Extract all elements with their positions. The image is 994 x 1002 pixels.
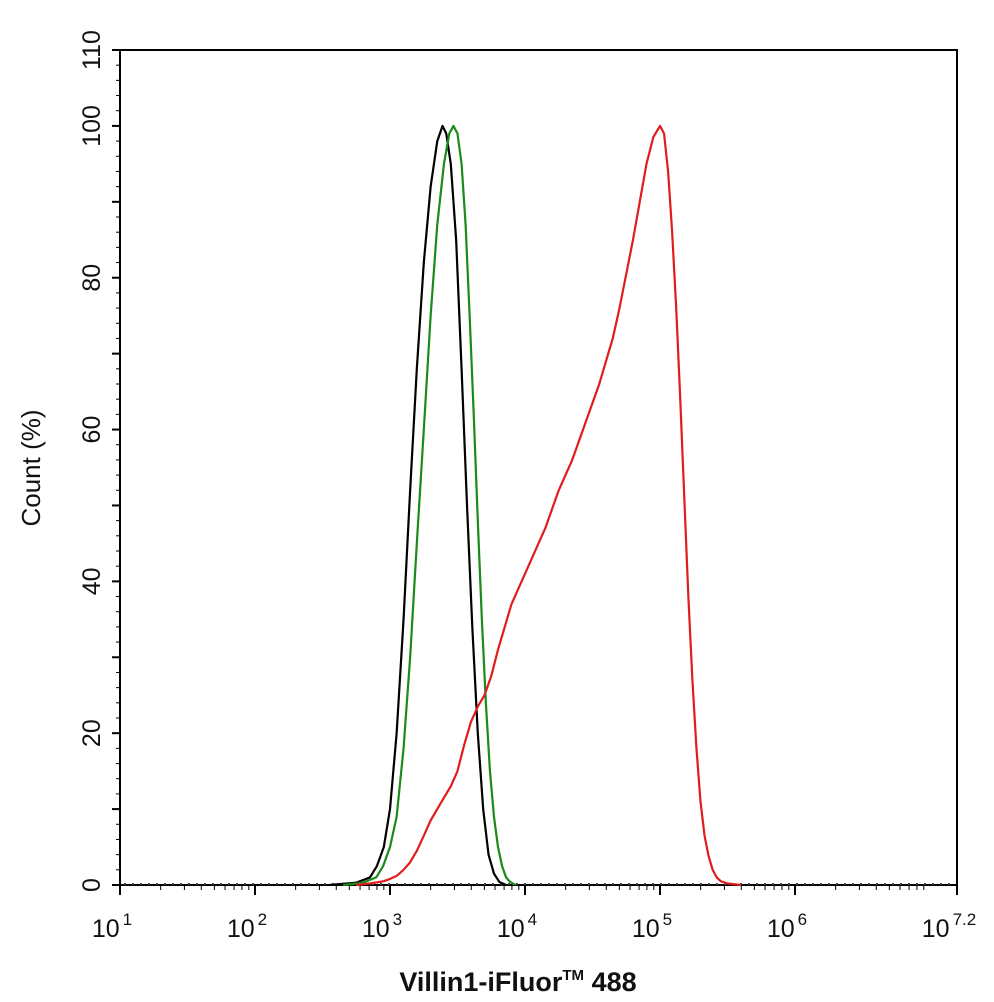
y-tick-label: 40 (78, 567, 106, 595)
x-tick-labels: 10 1 10 2 10 3 10 4 10 5 10 6 10 7.2 (92, 910, 976, 943)
x-major-ticks (119, 885, 958, 895)
x-tick-base: 10 (92, 915, 120, 943)
x-tick-base: 10 (497, 915, 525, 943)
x-axis-label-main: Villin1-iFluor (399, 967, 563, 997)
x-axis-label-trademark: TM (562, 967, 584, 984)
x-tick-label: 10 6 (767, 910, 807, 943)
y-axis-label: Count (%) (16, 409, 46, 526)
y-tick-label: 100 (78, 105, 106, 147)
series-line-2 (343, 124, 517, 887)
x-tick-label: 10 7.2 (922, 910, 976, 943)
series-line-3 (355, 124, 742, 887)
x-axis-label-suffix: 488 (584, 967, 637, 997)
series-line-1 (329, 124, 507, 887)
x-tick-base: 10 (362, 915, 390, 943)
x-tick-exponent: 7.2 (953, 910, 977, 929)
y-tick-label: 110 (78, 30, 106, 70)
x-tick-exponent: 3 (393, 910, 402, 929)
y-tick-label: 60 (78, 416, 106, 444)
x-axis-label: Villin1-iFluorTM 488 (399, 967, 636, 997)
x-tick-label: 10 1 (92, 910, 132, 943)
x-tick-exponent: 4 (528, 910, 537, 929)
y-tick-label: 0 (78, 878, 106, 892)
x-minor-ticks (124, 883, 953, 890)
y-tick-labels: 0 20 40 60 80 100 110 (78, 30, 106, 892)
x-tick-exponent: 2 (258, 910, 267, 929)
x-tick-label: 10 3 (362, 910, 402, 943)
x-tick-base: 10 (767, 915, 795, 943)
x-tick-label: 10 5 (632, 910, 672, 943)
y-tick-label: 80 (78, 264, 106, 292)
y-major-ticks (112, 49, 120, 886)
y-tick-label: 20 (78, 719, 106, 747)
y-minor-ticks (116, 64, 120, 871)
x-tick-base: 10 (922, 915, 950, 943)
x-tick-exponent: 1 (123, 910, 132, 929)
x-tick-base: 10 (632, 915, 660, 943)
x-tick-exponent: 6 (798, 910, 807, 929)
x-tick-label: 10 4 (497, 910, 537, 943)
plot-frame (119, 49, 958, 886)
x-tick-label: 10 2 (227, 910, 267, 943)
x-tick-base: 10 (227, 915, 255, 943)
x-tick-exponent: 5 (663, 910, 672, 929)
series-curves (329, 124, 742, 887)
